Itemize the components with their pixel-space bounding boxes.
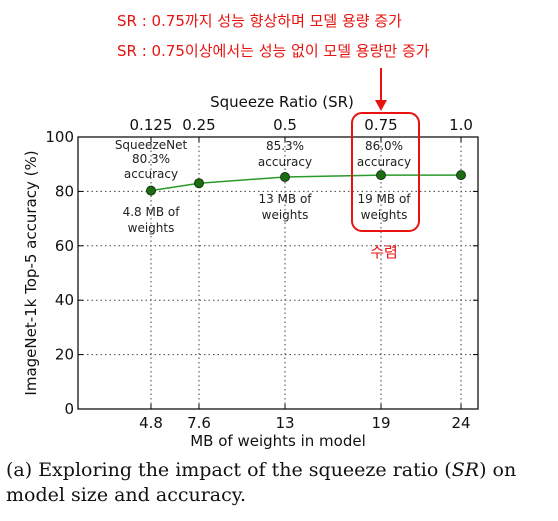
top-axis-label: Squeeze Ratio (SR) [210, 93, 354, 111]
p3-label-mb: 19 MB of [357, 192, 411, 206]
x-tick-label: 13 [275, 414, 294, 432]
y-axis: 0 20 40 60 80 100 [45, 128, 478, 418]
p0-label-name: SqueezeNet [115, 138, 188, 152]
annotation-note-1: SR : 0.75까지 성능 향상하며 모델 용량 증가 [117, 12, 402, 30]
x-axis: 4.8 7.6 13 19 24 [139, 404, 471, 432]
p2-label-acc-word: accuracy [258, 155, 312, 169]
p3-label-acc-word: accuracy [357, 155, 411, 169]
converge-label: 수렴 [370, 243, 398, 261]
y-tick-label: 100 [45, 128, 74, 146]
p0-label-mb: 4.8 MB of [123, 205, 181, 219]
y-axis-label: ImageNet-1k Top-5 accuracy (%) [22, 150, 40, 395]
data-point [456, 170, 466, 181]
x-tick-label: 24 [451, 414, 470, 432]
p2-label-mb: 13 MB of [258, 192, 312, 206]
p3-label-acc: 86.0% [365, 139, 403, 153]
data-point [146, 185, 156, 196]
top-tick-label: 0.125 [130, 116, 173, 134]
top-tick-label: 0.75 [364, 116, 397, 134]
y-tick-label: 40 [55, 291, 74, 309]
p2-label-acc: 85.3% [266, 139, 304, 153]
y-tick-label: 0 [64, 400, 74, 418]
p0-label-acc-word: accuracy [124, 167, 178, 181]
y-tick-label: 80 [55, 182, 74, 200]
p2-label-weights: weights [262, 208, 309, 222]
y-tick-label: 20 [55, 346, 74, 364]
x-tick-label: 7.6 [187, 414, 211, 432]
top-tick-label: 1.0 [449, 116, 473, 134]
data-points [146, 170, 466, 196]
highlight-box [351, 112, 420, 232]
p3-label-weights: weights [361, 208, 408, 222]
y-tick-label: 60 [55, 237, 74, 255]
figure-caption: (a) Exploring the impact of the squeeze … [6, 459, 517, 506]
highlight-arrow-head [375, 100, 387, 111]
x-tick-label: 19 [371, 414, 390, 432]
chart: Squeeze Ratio (SR) 0 20 40 60 80 100 4.8 7.6 13… [22, 68, 479, 450]
p0-label-acc: 80.3% [132, 152, 170, 166]
top-tick-label: 0.5 [273, 116, 297, 134]
plot-frame [77, 136, 479, 410]
annotation-note-2: SR : 0.75이상에서는 성능 없이 모델 용량만 증가 [117, 42, 430, 60]
data-point [376, 170, 386, 181]
data-point [280, 172, 290, 182]
x-axis-label: MB of weights in model [190, 432, 366, 450]
data-point [194, 178, 204, 189]
x-tick-label: 4.8 [139, 414, 163, 432]
top-axis: 0.125 0.25 0.5 0.75 1.0 [130, 116, 473, 142]
top-tick-label: 0.25 [182, 116, 215, 134]
p0-label-weights: weights [128, 221, 175, 235]
